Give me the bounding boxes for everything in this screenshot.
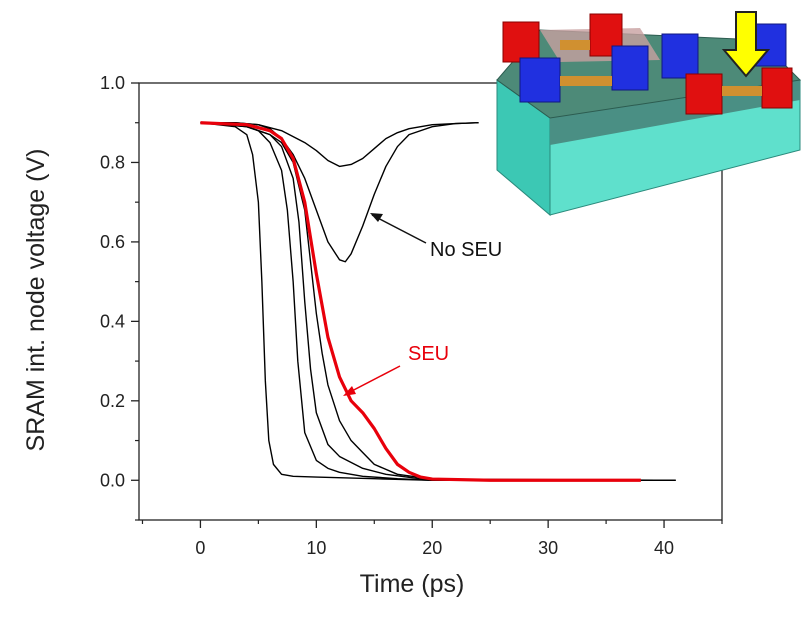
y-tick-label: 0.8	[100, 152, 125, 172]
y-tick-label: 0.2	[100, 391, 125, 411]
x-tick-label: 0	[195, 538, 205, 558]
plot-frame	[138, 82, 723, 521]
arrow-head	[343, 386, 356, 396]
block-blue	[519, 57, 561, 103]
channel	[560, 76, 612, 86]
annotation: No SEU	[430, 239, 502, 261]
x-axis-label: Time (ps)	[360, 570, 465, 598]
x-tick-label: 10	[306, 538, 326, 558]
ion-strike-arrow	[721, 11, 771, 78]
device-inset	[496, 11, 802, 217]
x-tick-label: 20	[422, 538, 442, 558]
block-red	[685, 73, 723, 115]
x-tick-label: 40	[654, 538, 674, 558]
series-line	[200, 122, 479, 168]
annotation: SEU	[408, 343, 449, 365]
arrow-head	[370, 213, 383, 222]
series-line	[200, 122, 676, 481]
block-red	[502, 21, 540, 63]
y-tick-label: 1.0	[100, 73, 125, 93]
series-line	[200, 121, 641, 482]
y-axis-label: SRAM int. node voltage (V)	[22, 149, 50, 452]
series-line	[200, 122, 676, 481]
x-tick-label: 30	[538, 538, 558, 558]
series-line	[200, 122, 676, 481]
lines	[200, 121, 676, 482]
y-tick-label: 0.4	[100, 311, 125, 331]
channel	[560, 40, 590, 50]
axes: 0 10 20 30 40 0.0 0.2 0.4 0.6 0.8 1.0	[100, 73, 723, 558]
channel	[722, 86, 762, 96]
annotation-arrow	[371, 214, 427, 244]
slab-layer	[550, 80, 800, 145]
y-tick-label: 0.6	[100, 232, 125, 252]
annotation-arrow	[345, 365, 401, 395]
y-tick-label: 0.0	[100, 470, 125, 490]
block-red	[761, 67, 793, 109]
series-line	[200, 122, 676, 481]
block-blue	[611, 45, 649, 91]
block-blue	[661, 33, 699, 79]
